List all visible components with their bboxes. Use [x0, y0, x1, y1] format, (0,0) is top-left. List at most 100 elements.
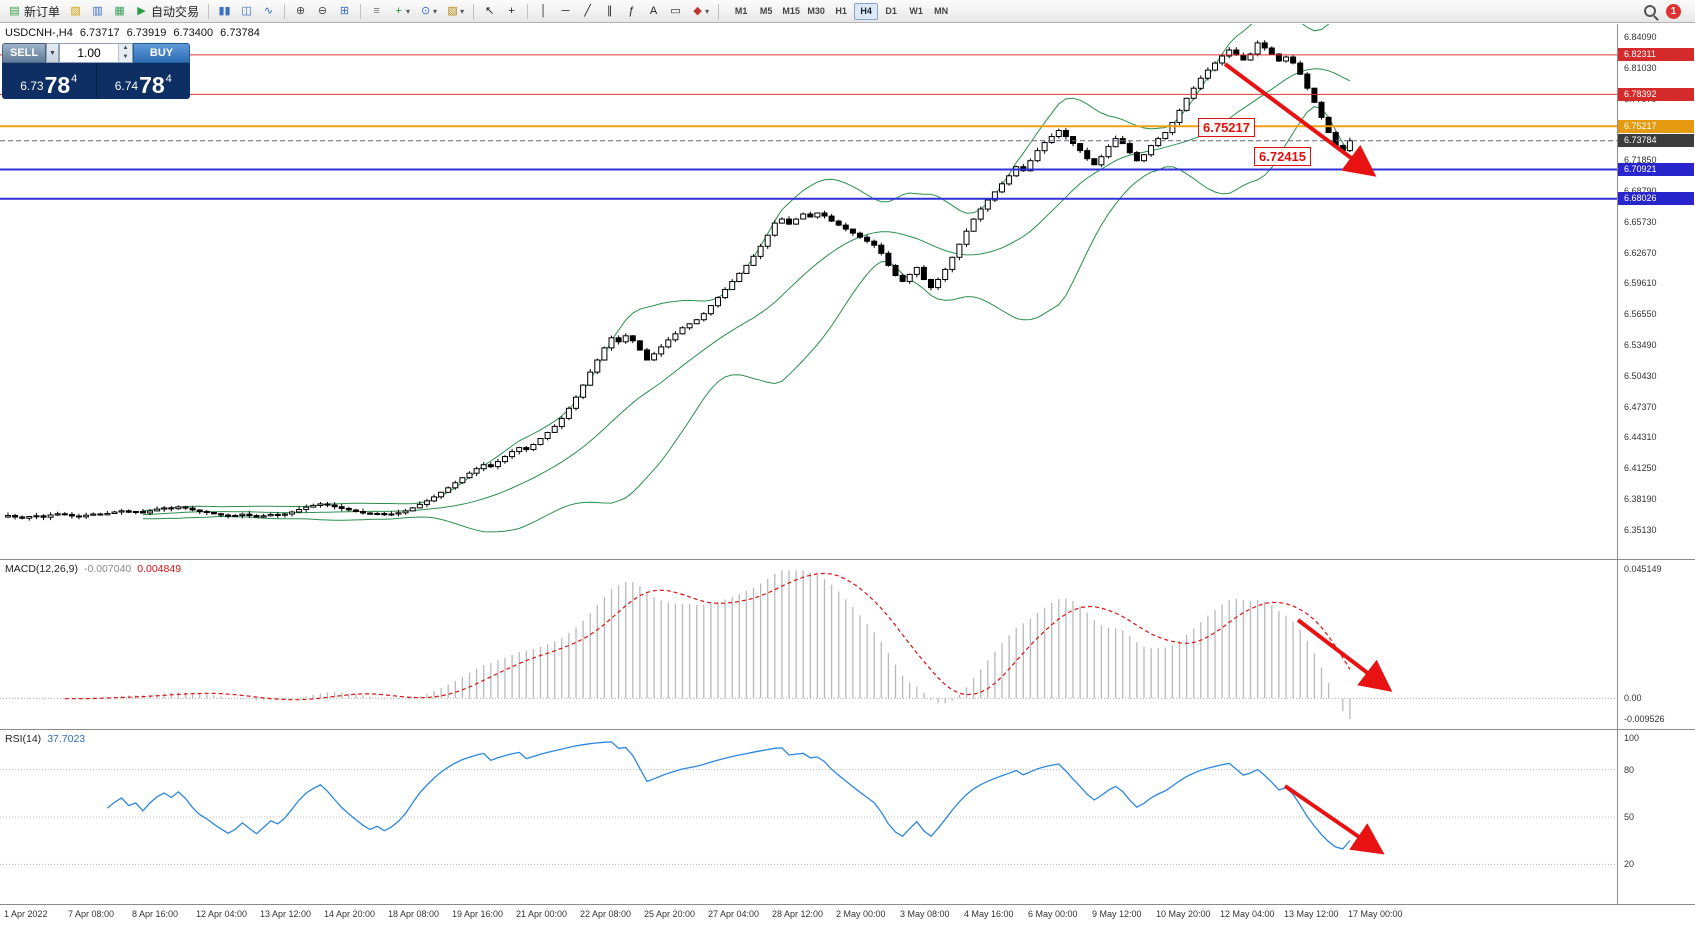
- templates-icon: ▧: [447, 4, 458, 17]
- timeframe-m30[interactable]: M30: [807, 6, 825, 16]
- time-axis-label: 27 Apr 04:00: [708, 909, 760, 919]
- crosshair-icon[interactable]: +: [501, 2, 522, 21]
- rsi-scale-80: 80: [1624, 764, 1635, 775]
- cursor-icon[interactable]: ↖: [479, 2, 500, 21]
- chevron-down-icon: ▾: [705, 6, 710, 16]
- rsi-value: 37.7023: [47, 733, 86, 745]
- time-axis-label: 21 Apr 00:00: [516, 909, 568, 919]
- price-badge-6.73784: 6.73784: [1618, 134, 1694, 148]
- auto-trading-label: 自动交易: [151, 4, 200, 19]
- volume-input[interactable]: [60, 44, 118, 62]
- candlestick-chart-icon[interactable]: ◫: [236, 2, 257, 21]
- bar-chart-icon[interactable]: ▮▮: [214, 2, 235, 21]
- volume-dropdown-icon[interactable]: ▼: [46, 43, 59, 63]
- text-label-icon[interactable]: ▭: [665, 2, 686, 21]
- zoom-in-icon[interactable]: ⊕: [290, 2, 311, 21]
- chevron-down-icon: ▾: [406, 6, 411, 16]
- navigator-icon[interactable]: ▦: [109, 2, 130, 21]
- indicators-icon[interactable]: + ▾: [388, 2, 414, 21]
- time-axis-label: 7 Apr 08:00: [68, 909, 115, 919]
- vertical-line-icon[interactable]: │: [533, 2, 554, 21]
- toolbar-separator: [527, 3, 529, 19]
- volume-spinner: ▲ ▼: [118, 44, 132, 62]
- time-axis-label: 12 Apr 04:00: [196, 909, 248, 919]
- text-icon[interactable]: A: [643, 2, 664, 21]
- toolbar-separator: [284, 3, 286, 19]
- trendline-icon[interactable]: ╱: [577, 2, 598, 21]
- timeframe-mn[interactable]: MN: [934, 6, 949, 16]
- buy-button[interactable]: BUY: [133, 43, 190, 63]
- time-axis-label: 19 Apr 16:00: [452, 909, 504, 919]
- main-price-chart[interactable]: [0, 24, 1617, 559]
- timeframe-d1[interactable]: D1: [885, 6, 897, 16]
- pane-separator-macd[interactable]: [0, 559, 1695, 560]
- annotation-price-6.75217[interactable]: 6.75217: [1198, 118, 1255, 137]
- auto-trading-icon: ▶: [137, 4, 146, 17]
- buy-price-big: 78: [139, 72, 165, 98]
- text-icon: A: [649, 4, 658, 17]
- arrows-icon[interactable]: ◆ ▾: [687, 2, 713, 21]
- timeframe-h1[interactable]: H1: [835, 6, 847, 16]
- volume-box: ▲ ▼: [59, 43, 133, 63]
- macd-scale-zero: 0.00: [1624, 693, 1642, 704]
- search-icon[interactable]: [1644, 5, 1659, 21]
- channel-icon: ∥: [606, 4, 613, 17]
- zoom-out-icon: ⊖: [317, 4, 328, 17]
- horizontal-line-icon[interactable]: ─: [555, 2, 576, 21]
- macd-panel[interactable]: [0, 560, 1617, 729]
- time-axis-label: 2 May 00:00: [836, 909, 886, 919]
- toolbar-separator: [718, 3, 720, 19]
- price-badge-6.68026: 6.68026: [1618, 192, 1694, 206]
- time-axis-label: 12 May 04:00: [1220, 909, 1275, 919]
- buy-price[interactable]: 6.74 78 4: [97, 63, 191, 99]
- volume-down-icon[interactable]: ▼: [119, 53, 132, 62]
- price-axis-label: 6.59610: [1624, 278, 1657, 289]
- timeframe-h4[interactable]: H4: [854, 2, 879, 20]
- one-click-prices: 6.73 78 4 6.74 78 4: [2, 63, 190, 99]
- line-chart-icon[interactable]: ∿: [258, 2, 279, 21]
- timeframe-w1[interactable]: W1: [909, 6, 923, 16]
- cursor-icon: ↖: [484, 4, 495, 17]
- tile-windows-icon[interactable]: ⊞: [334, 2, 355, 21]
- notification-badge[interactable]: 1: [1666, 3, 1681, 19]
- bar-chart-icon: ▮▮: [218, 4, 231, 17]
- channel-icon[interactable]: ∥: [599, 2, 620, 21]
- price-axis-label: 6.81030: [1624, 62, 1657, 73]
- auto-trading-button[interactable]: ▶ 自动交易: [131, 2, 203, 21]
- price-axis-label: 6.38190: [1624, 493, 1657, 504]
- price-axis-label: 6.62670: [1624, 247, 1657, 258]
- fibonacci-icon[interactable]: ƒ: [621, 2, 642, 21]
- auto-arrange-icon: ≡: [373, 4, 380, 17]
- market-watch-icon[interactable]: ▥: [87, 2, 108, 21]
- annotation-price-6.72415[interactable]: 6.72415: [1254, 147, 1311, 166]
- zoom-out-icon[interactable]: ⊖: [312, 2, 333, 21]
- time-axis-label: 3 May 08:00: [900, 909, 950, 919]
- templates-icon[interactable]: ▧ ▾: [442, 2, 468, 21]
- macd-main-value: -0.007040: [83, 563, 132, 575]
- auto-arrange-icon[interactable]: ≡: [366, 2, 387, 21]
- time-axis-label: 22 Apr 08:00: [580, 909, 632, 919]
- new-order-button[interactable]: ▤ 新订单: [4, 2, 64, 21]
- timeframe-m1[interactable]: M1: [734, 6, 748, 16]
- rsi-panel[interactable]: [0, 730, 1617, 904]
- fibonacci-icon: ƒ: [628, 4, 635, 17]
- price-badge-6.82311: 6.82311: [1618, 48, 1694, 62]
- toolbar-items: ▤ 新订单 ▨ ▥ ▦ ▶ 自动交易 ▮▮ ◫ ∿ ⊕ ⊖ ⊞ ≡ + ▾ ⊙ ▾ ▧ ▾ ↖ + │ ─ ╱ ∥ ƒ A ▭ ◆ ▾: [4, 2, 723, 21]
- price-axis-label: 6.56550: [1624, 309, 1657, 320]
- pane-separator-rsi[interactable]: [0, 729, 1695, 730]
- volume-up-icon[interactable]: ▲: [119, 44, 132, 53]
- timeframe-m5[interactable]: M5: [759, 6, 773, 16]
- sell-button[interactable]: SELL: [2, 43, 46, 63]
- toolbar: ▤ 新订单 ▨ ▥ ▦ ▶ 自动交易 ▮▮ ◫ ∿ ⊕ ⊖ ⊞ ≡ + ▾ ⊙ ▾ ▧ ▾ ↖ + │ ─ ╱ ∥ ƒ A ▭ ◆ ▾ M1…: [0, 0, 1695, 23]
- time-axis-separator: [0, 904, 1695, 905]
- sell-price[interactable]: 6.73 78 4: [2, 63, 97, 99]
- time-axis-label: 14 Apr 20:00: [324, 909, 376, 919]
- ohlc-high: 6.73919: [126, 27, 167, 39]
- price-badge-6.75217: 6.75217: [1618, 119, 1694, 133]
- periods-icon[interactable]: ⊙ ▾: [415, 2, 441, 21]
- price-axis-label: 6.84090: [1624, 32, 1657, 42]
- profiles-icon[interactable]: ▨: [65, 2, 86, 21]
- price-axis-label: 6.50430: [1624, 370, 1657, 381]
- timeframe-m15[interactable]: M15: [782, 6, 800, 16]
- crosshair-icon: +: [508, 4, 515, 17]
